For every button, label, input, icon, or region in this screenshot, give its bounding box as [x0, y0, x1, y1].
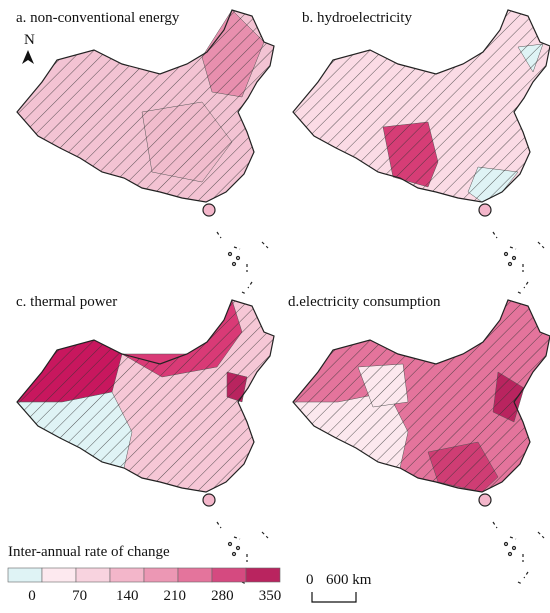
legend-swatch [245, 567, 281, 583]
legend-swatch [177, 567, 213, 583]
legend-tick-label: 140 [116, 588, 139, 604]
panel-label: a. non-conventional energy [16, 10, 180, 26]
legend-swatch [41, 567, 77, 583]
legend-tick-label: 350 [259, 588, 282, 604]
panel-label: b. hydroelectricity [302, 10, 412, 26]
legend-title: Inter-annual rate of change [8, 544, 170, 560]
legend-swatch [143, 567, 179, 583]
scale-bar: 0 600 km [306, 572, 372, 603]
map-panel: d.electricity consumption [288, 294, 550, 585]
panel-label: c. thermal power [16, 294, 117, 310]
legend-swatch [7, 567, 43, 583]
north-arrow [22, 50, 34, 64]
scale-end: 600 km [326, 572, 372, 588]
map-panel: c. thermal power [16, 294, 275, 585]
legend-swatch [109, 567, 145, 583]
scale-start: 0 [306, 572, 314, 588]
map-panel: a. non-conventional energy N [16, 9, 275, 295]
north-arrow-label: N [24, 32, 35, 48]
map-panel: b. hydroelectricity [292, 9, 550, 295]
legend-tick-label: 280 [211, 588, 234, 604]
legend-swatch [211, 567, 247, 583]
legend-swatch [75, 567, 111, 583]
legend: Inter-annual rate of change 0 70 140 210 280… [7, 544, 282, 604]
legend-tick-label: 0 [28, 588, 36, 604]
panel-label: d.electricity consumption [288, 294, 441, 310]
legend-tick-label: 210 [164, 588, 187, 604]
legend-tick-label: 70 [72, 588, 87, 604]
